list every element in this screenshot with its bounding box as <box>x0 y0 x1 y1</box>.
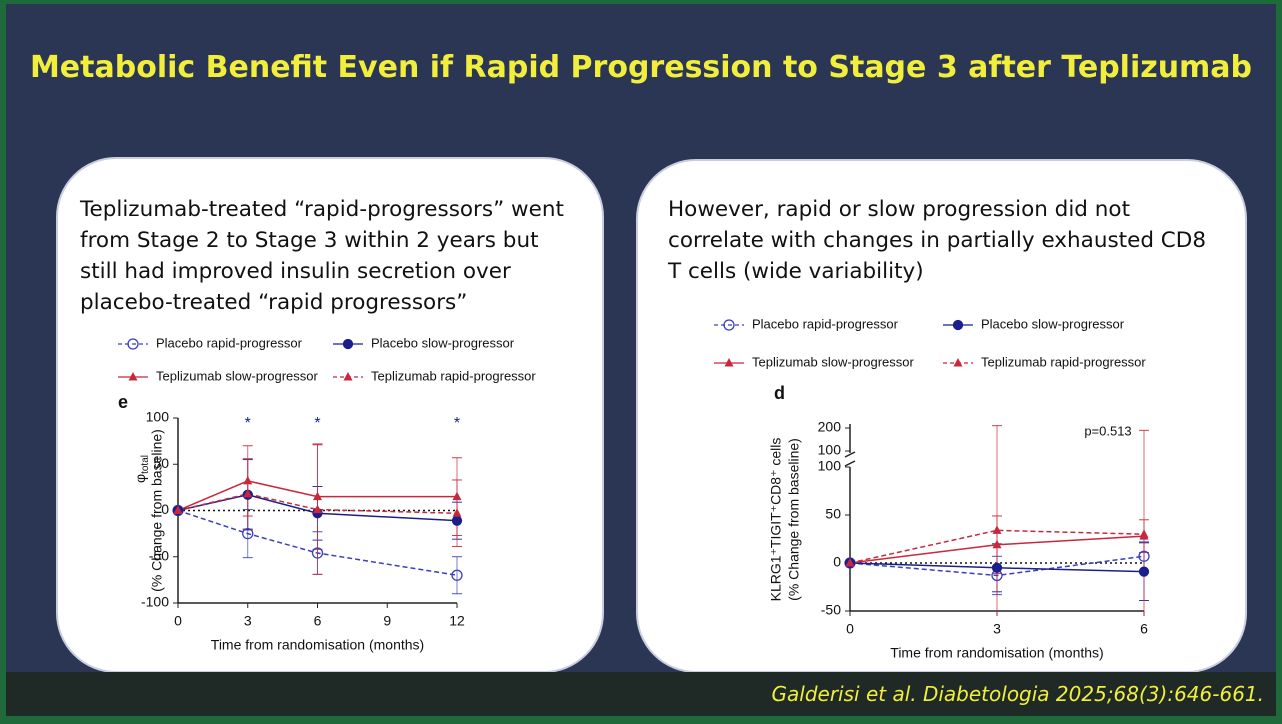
x-tick-label: 3 <box>244 613 252 629</box>
x-axis-title: Time from randomisation (months) <box>890 645 1103 661</box>
series-line <box>849 529 1145 564</box>
legend-marker <box>127 338 139 350</box>
legend-marker <box>128 372 138 381</box>
legend-label: Teplizumab slow-progressor <box>752 354 915 369</box>
slide: Metabolic Benefit Even if Rapid Progress… <box>6 4 1276 716</box>
x-tick-label: 0 <box>846 621 854 637</box>
significance-star: * <box>454 415 460 432</box>
y-tick-label: -50 <box>821 602 841 618</box>
x-tick-label: 6 <box>314 613 322 629</box>
legend-marker <box>723 319 735 331</box>
y-tick-label: 100 <box>818 458 842 474</box>
plot-area <box>173 443 462 595</box>
significance-star: * <box>245 415 251 432</box>
y-tick-label: -100 <box>141 594 169 610</box>
legend-label: Teplizumab rapid-progressor <box>981 354 1146 369</box>
data-point <box>452 491 462 501</box>
y-tick-label: 0 <box>161 501 169 517</box>
series-line <box>177 493 458 515</box>
data-point <box>1139 529 1149 538</box>
legend-marker <box>343 372 353 381</box>
legend-label: Placebo slow-progressor <box>371 335 515 350</box>
legend-marker <box>952 319 964 331</box>
x-tick-label: 9 <box>383 613 391 629</box>
panel-label: e <box>118 392 128 412</box>
legend-marker <box>724 358 734 367</box>
data-point <box>1138 566 1150 577</box>
legend-label: Placebo rapid-progressor <box>156 335 303 350</box>
y-axis-symbol-sub: total <box>140 455 151 474</box>
y-axis-title: KLRG1⁺TIGIT⁺CD8⁺ cells <box>768 438 784 602</box>
page-body: Metabolic Benefit Even if Rapid Progress… <box>0 4 1282 724</box>
data-point <box>243 488 253 498</box>
y-tick-label: -50 <box>149 547 169 563</box>
y-tick-label: 100 <box>818 442 842 458</box>
legend-marker <box>342 338 354 350</box>
data-point <box>242 527 254 540</box>
data-point <box>313 491 322 501</box>
citation: Galderisi et al. Diabetologia 2025;68(3)… <box>771 682 1264 706</box>
y-tick-label: 0 <box>833 554 841 570</box>
y-tick-label: 200 <box>818 419 842 435</box>
x-tick-label: 12 <box>449 613 465 629</box>
x-tick-label: 6 <box>1140 621 1148 637</box>
data-point <box>451 515 463 526</box>
x-tick-label: 3 <box>993 621 1001 637</box>
slide-title: Metabolic Benefit Even if Rapid Progress… <box>29 50 1253 85</box>
data-point <box>992 525 1002 534</box>
y-axis-title: (% Change from baseline) <box>149 429 165 592</box>
axis-break <box>844 451 856 458</box>
legend-label: Placebo slow-progressor <box>981 316 1125 331</box>
legend-marker <box>953 358 963 367</box>
y-axis-symbol-main: φ <box>132 474 148 483</box>
y-axis-title: (% Change from baseline) <box>786 438 802 601</box>
legend-label: Teplizumab slow-progressor <box>156 368 319 383</box>
data-point <box>845 558 855 567</box>
right-panel-text: However, rapid or slow progression did n… <box>668 197 1207 284</box>
data-point <box>452 508 462 517</box>
axis-break <box>844 460 856 467</box>
series-line <box>177 480 457 512</box>
x-tick-label: 0 <box>174 613 182 629</box>
y-tick-label: 50 <box>825 506 841 522</box>
left-panel-text: Teplizumab-treated “rapid-progressors” w… <box>80 197 564 315</box>
data-point <box>451 569 463 581</box>
data-point <box>173 505 183 514</box>
legend-label: Teplizumab rapid-progressor <box>371 368 536 383</box>
y-axis-symbol: φtotal <box>132 455 151 483</box>
p-value: p=0.513 <box>1084 423 1131 438</box>
significance-star: * <box>314 415 320 432</box>
legend-label: Placebo rapid-progressor <box>752 316 899 331</box>
footer-bar <box>6 672 1276 716</box>
data-point <box>311 547 324 559</box>
charts: e -100 -50 0 50 100 0 3 6 9 12 Time from randomisat… <box>118 316 1150 661</box>
data-point <box>313 504 322 514</box>
data-point <box>992 539 1002 549</box>
data-point <box>1138 550 1150 562</box>
y-tick-label: 100 <box>146 409 170 425</box>
data-point <box>991 562 1003 573</box>
left-panel <box>56 157 604 673</box>
panel-label: d <box>774 383 785 403</box>
y-tick-label: 50 <box>153 455 169 471</box>
series-line <box>177 509 458 576</box>
x-axis-title: Time from randomisation (months) <box>211 637 424 653</box>
data-point <box>243 475 253 485</box>
